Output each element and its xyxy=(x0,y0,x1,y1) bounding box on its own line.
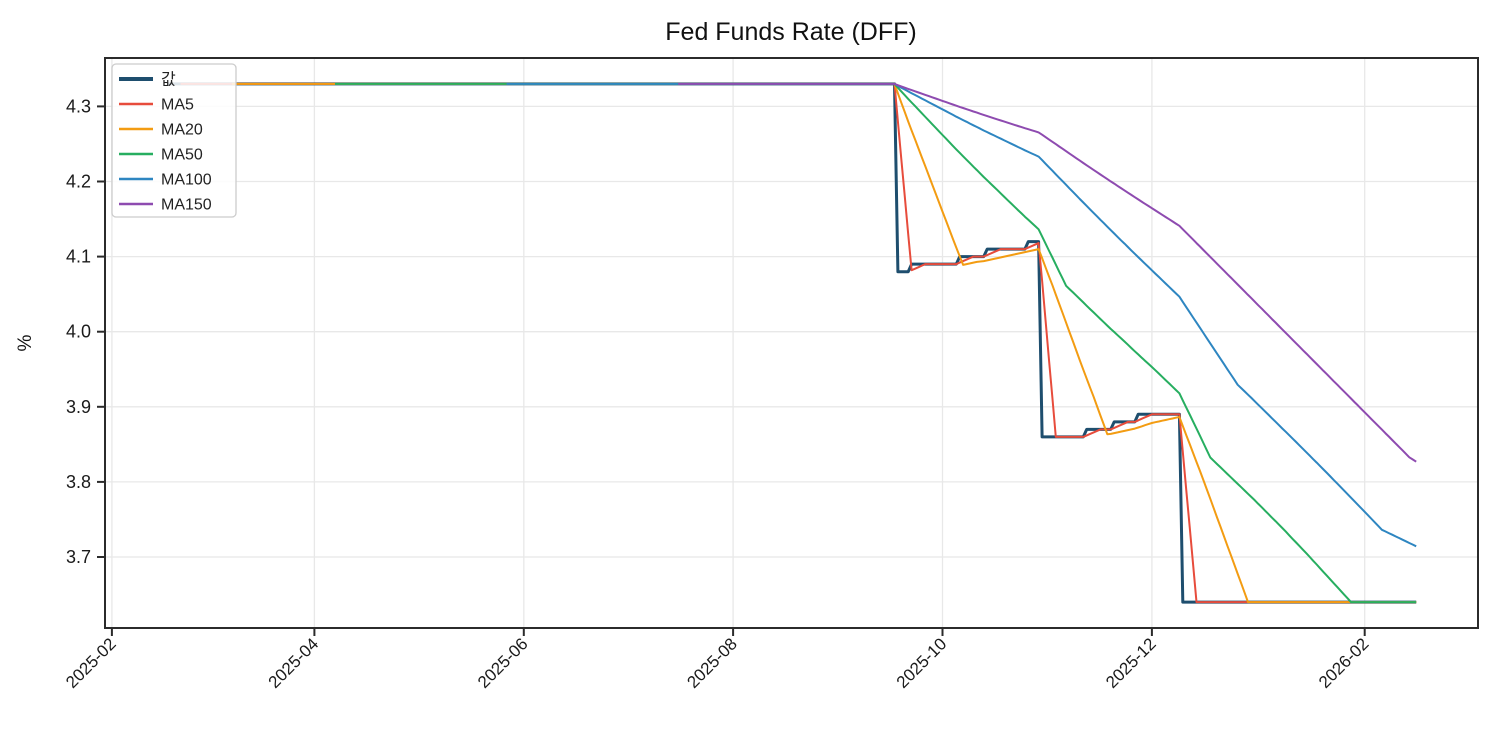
y-tick-label: 3.8 xyxy=(66,472,91,492)
legend-item-label: MA100 xyxy=(161,172,212,189)
legend-item-label: 값 xyxy=(161,71,176,89)
series-line-MA100 xyxy=(506,82,1417,548)
y-tick-label: 4.2 xyxy=(66,172,91,192)
series-line-MA50 xyxy=(335,82,1417,604)
y-tick-label: 3.7 xyxy=(66,547,91,567)
x-tick-label: 2025-10 xyxy=(893,634,951,692)
x-tick-label: 2025-04 xyxy=(265,634,323,692)
legend-item-label: MA20 xyxy=(161,122,203,139)
plot-frame xyxy=(104,57,1479,629)
legend-item-label: MA50 xyxy=(161,147,203,164)
chart-title: Fed Funds Rate (DFF) xyxy=(665,18,916,46)
x-tick-label: 2025-08 xyxy=(683,634,741,692)
y-tick-label: 3.9 xyxy=(66,397,91,417)
x-tick-label: 2025-02 xyxy=(62,634,120,692)
series-layer xyxy=(166,82,1417,604)
legend: 값 MA5 MA20 MA50 MA100 MA150 xyxy=(111,63,237,218)
series-line-MA20 xyxy=(232,82,1417,604)
series-line-MA5 xyxy=(180,82,1417,604)
y-axis-label: % xyxy=(15,334,36,351)
axes-layer: 4.3 4.2 4.1 4.0 3.9 3.8 3.7 2025-02 2025-04 2025-… xyxy=(62,57,1479,692)
y-tick-label: 4.3 xyxy=(66,96,91,116)
x-tick-label: 2026-02 xyxy=(1315,634,1373,692)
y-tick-label: 4.1 xyxy=(66,247,91,267)
series-line-MA150 xyxy=(678,82,1417,463)
series-line-값 xyxy=(166,82,1417,604)
grid-layer xyxy=(105,58,1478,628)
legend-item-label: MA5 xyxy=(161,97,194,114)
x-tick-label: 2025-12 xyxy=(1102,634,1160,692)
x-tick-label: 2025-06 xyxy=(474,634,532,692)
y-tick-label: 4.0 xyxy=(66,322,91,342)
legend-item-label: MA150 xyxy=(161,197,212,214)
